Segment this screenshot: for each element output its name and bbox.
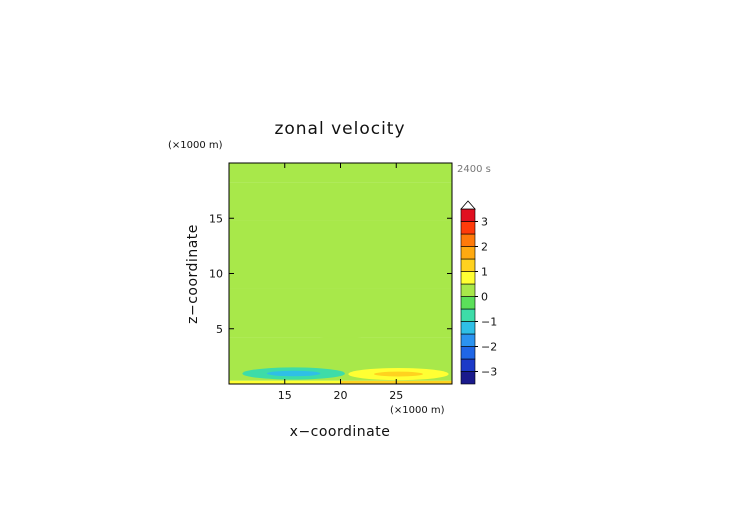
band-4-right (340, 220, 452, 289)
colorbar-swatch (460, 208, 476, 222)
contour-feature-3 (373, 371, 424, 377)
band-2-left (229, 337, 341, 364)
colorbar-extend-arrow (460, 200, 476, 210)
x-axis-label: x−coordinate (290, 424, 391, 440)
colorbar-swatch (460, 283, 476, 297)
colorbar-swatch (460, 221, 476, 235)
chart-title: zonal velocity (274, 119, 405, 139)
y-axis-label: z−coordinate (185, 224, 201, 324)
y-axis: 5 10 15 (209, 212, 452, 336)
colorbar-tick-label: 3 (481, 216, 488, 229)
y-tick-label: 5 (216, 323, 223, 336)
colorbar-swatch (460, 271, 476, 285)
colorbar-swatch (460, 233, 476, 247)
colorbar-swatch (460, 346, 476, 360)
y-tick-label: 10 (209, 268, 223, 281)
contour-feature-4 (300, 323, 381, 339)
band-6-right (340, 163, 452, 183)
colorbar-swatch (460, 371, 476, 385)
colorbar-tick-label: 1 (481, 266, 488, 279)
x-tick-label: 25 (389, 389, 403, 402)
band-4-left (229, 220, 341, 289)
colorbar-tick-label: 2 (481, 241, 488, 254)
colorbar-swatch (460, 308, 476, 322)
band-5-right (340, 182, 452, 221)
colorbar-swatch (460, 296, 476, 310)
colorbar-swatch (460, 358, 476, 372)
plot-area (228, 162, 453, 385)
y-tick-label: 15 (209, 212, 223, 225)
x-tick-label: 20 (334, 389, 348, 402)
band-6-left (229, 163, 341, 183)
x-axis: 15 20 25 (278, 163, 403, 402)
x-unit-label: (×1000 m) (390, 405, 445, 416)
contour-feature-1 (266, 370, 321, 377)
x-tick-label: 15 (278, 389, 292, 402)
band-5-left (229, 182, 341, 221)
colorbar-tick-label: −1 (481, 316, 497, 329)
colorbar-tick-label: −2 (481, 341, 497, 354)
colorbar-tick-label: −3 (481, 366, 497, 379)
colorbar-swatch (460, 333, 476, 347)
colorbar-swatch (460, 321, 476, 335)
colorbar-tick-label: 0 (481, 291, 488, 304)
band-2-right (340, 337, 452, 364)
colorbar-swatch (460, 246, 476, 260)
y-unit-label: (×1000 m) (168, 140, 223, 151)
time-label: 2400 s (457, 164, 491, 175)
colorbar-swatch (460, 258, 476, 272)
colorbar: −3 −2 −1 0 1 2 3 (460, 200, 497, 385)
